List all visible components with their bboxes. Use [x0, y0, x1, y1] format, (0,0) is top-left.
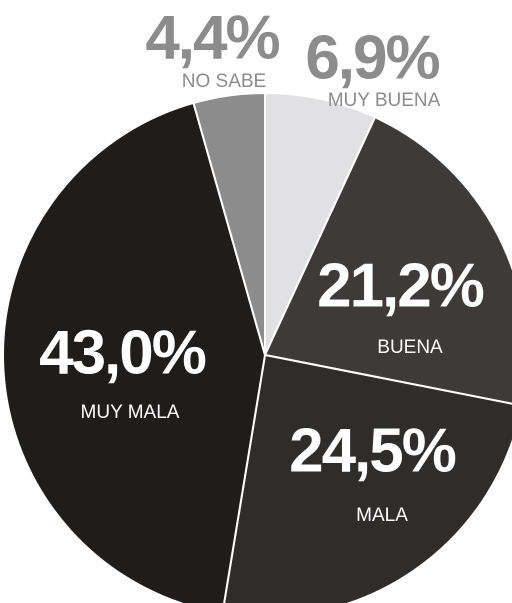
- value-label: 24,5%: [289, 416, 456, 485]
- category-label: MUY MALA: [81, 402, 180, 423]
- category-label: MUY BUENA: [328, 90, 441, 111]
- value-label: 4,4%: [145, 3, 279, 72]
- value-label: 21,2%: [317, 251, 484, 320]
- pie-slice: [192, 91, 266, 356]
- category-label: NO SABE: [182, 71, 266, 92]
- category-label: MALA: [356, 505, 408, 526]
- pie-slice: [2, 101, 267, 603]
- pie-slice: [264, 91, 377, 356]
- value-label: 6,9%: [305, 23, 439, 92]
- category-label: BUENA: [377, 337, 443, 358]
- pie-slice: [223, 353, 512, 603]
- value-label: 43,0%: [39, 318, 206, 387]
- pie-slice: [263, 115, 512, 405]
